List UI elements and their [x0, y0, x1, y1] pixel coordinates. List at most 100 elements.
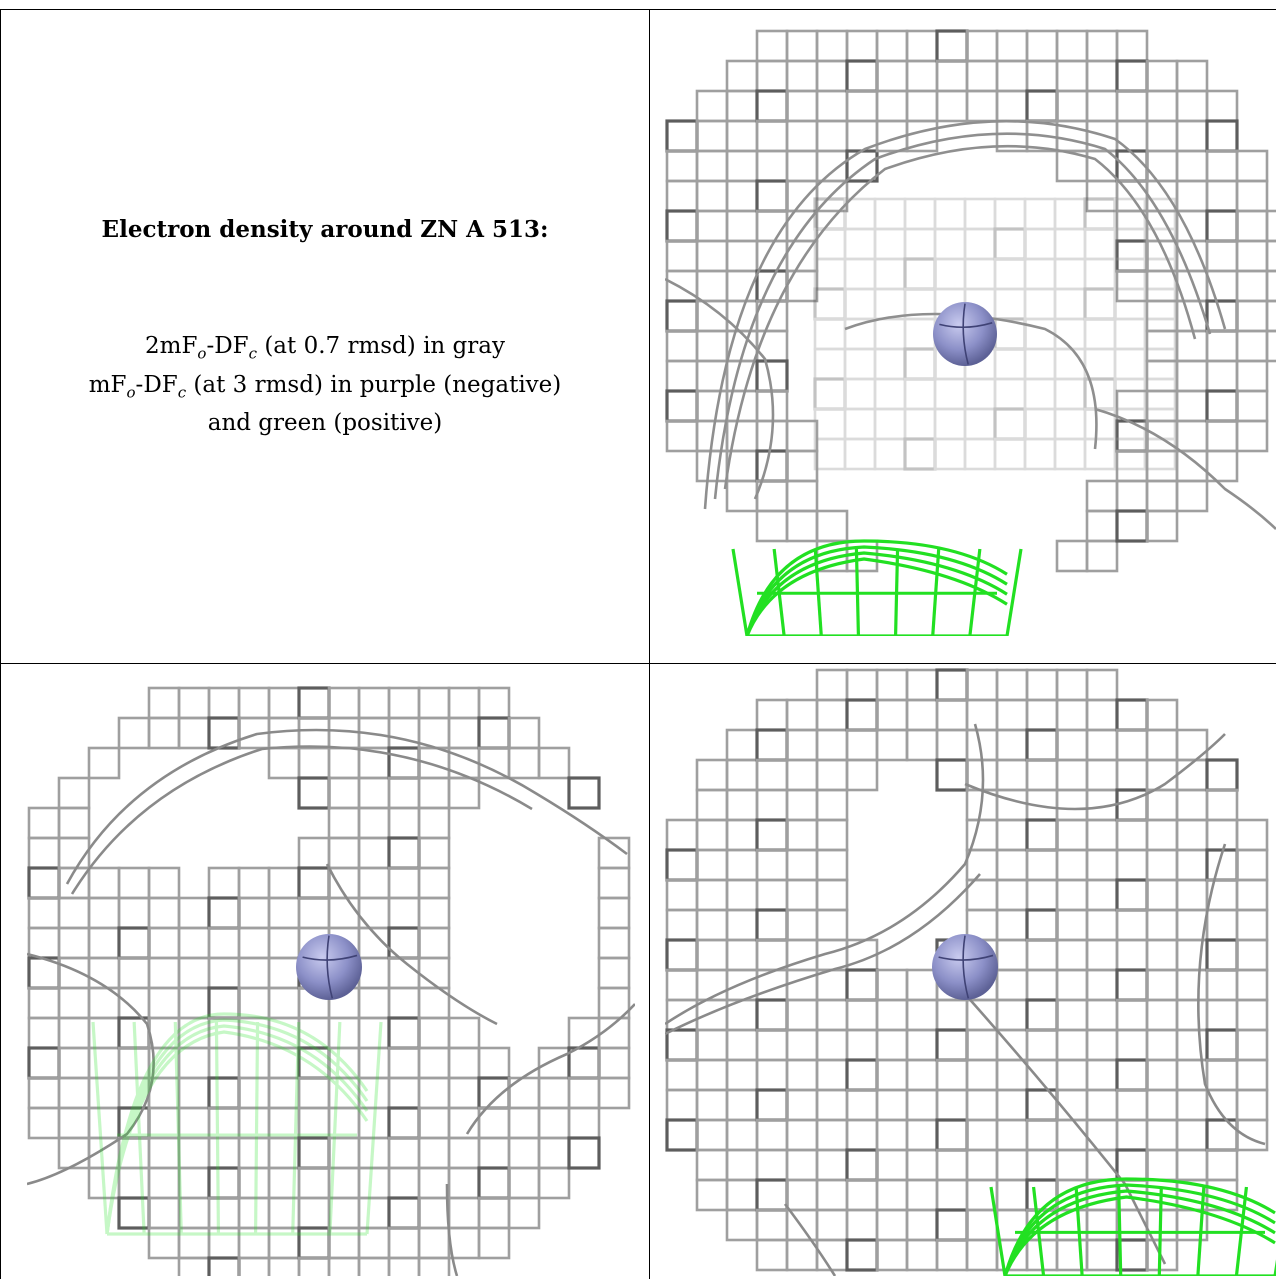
mesh-cell	[1055, 1148, 1089, 1182]
mesh-cell	[695, 968, 729, 1002]
mesh-cell	[813, 257, 847, 291]
mesh-cell	[813, 437, 847, 471]
mesh-cell	[905, 728, 939, 762]
mesh-cell	[1175, 788, 1209, 822]
mesh-cell	[357, 1256, 391, 1276]
mesh-contour	[65, 728, 628, 885]
mesh-cell	[665, 938, 699, 972]
mesh-cell	[695, 1118, 729, 1152]
mesh-cell	[1025, 1118, 1059, 1152]
table-border-left	[0, 9, 1, 1279]
mesh-cell	[1025, 908, 1059, 942]
mesh-cell	[1145, 149, 1179, 183]
mesh-cell	[1205, 758, 1239, 792]
mesh-cell	[1085, 878, 1119, 912]
mesh-cell	[387, 836, 421, 870]
mesh-cell	[725, 1118, 759, 1152]
mesh-cell	[117, 986, 151, 1020]
mesh-cell	[477, 686, 511, 720]
mesh-cell	[1235, 149, 1269, 183]
mesh-cell	[1115, 1088, 1149, 1122]
caption-line-positive: and green (positive)	[207, 410, 443, 437]
mesh-cell	[597, 1076, 631, 1110]
mesh-cell	[815, 29, 849, 63]
mesh-cell	[537, 1076, 571, 1110]
mesh-cell	[1145, 269, 1179, 303]
mesh-cell	[695, 848, 729, 882]
mesh-cell	[845, 1148, 879, 1182]
mesh-cell	[477, 716, 511, 750]
mesh-cell	[963, 227, 997, 261]
mesh-cell	[995, 1088, 1029, 1122]
mesh-cell	[387, 866, 421, 900]
mesh-cell	[417, 896, 451, 930]
mesh-cell	[297, 716, 331, 750]
mesh-cell	[905, 1088, 939, 1122]
mesh-contour	[1094, 407, 1276, 530]
mesh-cell	[815, 788, 849, 822]
mesh-cell	[27, 1106, 61, 1140]
mesh-cell	[1053, 347, 1087, 381]
mesh-cell	[785, 848, 819, 882]
mesh-cell	[1205, 89, 1239, 123]
mesh-cell	[905, 968, 939, 1002]
mesh-cell	[567, 1136, 601, 1170]
zinc-atom-sphere	[296, 934, 362, 1000]
mesh-cell	[755, 788, 789, 822]
mesh-cell	[177, 686, 211, 720]
table-border-center	[649, 9, 650, 1279]
mesh-cell	[597, 956, 631, 990]
mesh-cell	[903, 197, 937, 231]
mesh-cell	[815, 1118, 849, 1152]
mesh-cell	[993, 257, 1027, 291]
mesh-cell	[725, 728, 759, 762]
mesh-cell	[993, 197, 1027, 231]
mesh-cell	[1115, 509, 1149, 543]
mesh-cell	[755, 89, 789, 123]
mesh-cell	[843, 197, 877, 231]
mesh-cell	[1175, 449, 1209, 483]
mesh-cell	[815, 179, 849, 213]
mesh-cell	[755, 1178, 789, 1212]
mesh-cell	[147, 1136, 181, 1170]
mesh-cell	[1085, 938, 1119, 972]
mesh-cell	[1115, 938, 1149, 972]
mesh-cell	[843, 257, 877, 291]
mesh-cell	[1055, 668, 1089, 702]
mesh-cell	[147, 866, 181, 900]
mesh-cell	[1175, 329, 1209, 363]
mesh-cell	[387, 746, 421, 780]
mesh-cell	[935, 29, 969, 63]
mesh-cell	[875, 1178, 909, 1212]
mesh-cell	[387, 1256, 421, 1276]
mesh-cell	[845, 728, 879, 762]
mesh-cell	[933, 257, 967, 291]
mesh-cell	[875, 668, 909, 702]
mesh-cell	[935, 1088, 969, 1122]
mesh-cell	[267, 1076, 301, 1110]
mesh-contour	[465, 1003, 635, 1135]
mesh-cell	[1023, 347, 1057, 381]
mesh-cell	[935, 998, 969, 1032]
mesh-cell	[537, 746, 571, 780]
mesh-cell	[177, 896, 211, 930]
mesh-cell	[1025, 968, 1059, 1002]
mesh-cell	[1053, 287, 1087, 321]
mesh-cell	[207, 1166, 241, 1200]
mesh-cell	[725, 1148, 759, 1182]
mesh-cell	[725, 908, 759, 942]
mesh-cell	[995, 698, 1029, 732]
mesh-cell	[785, 998, 819, 1032]
mesh-cell	[1235, 329, 1269, 363]
mesh-cell	[237, 1256, 271, 1276]
mesh-cell	[695, 209, 729, 243]
mesh-cell	[935, 89, 969, 123]
mesh-contour	[1197, 843, 1266, 1146]
mesh-cell	[1175, 59, 1209, 93]
mesh-cell	[1023, 197, 1057, 231]
mesh-cell	[905, 1058, 939, 1092]
mesh-cell	[695, 1058, 729, 1092]
mesh-cell	[1145, 998, 1179, 1032]
mesh-cell	[1115, 29, 1149, 63]
mesh-cell	[357, 806, 391, 840]
